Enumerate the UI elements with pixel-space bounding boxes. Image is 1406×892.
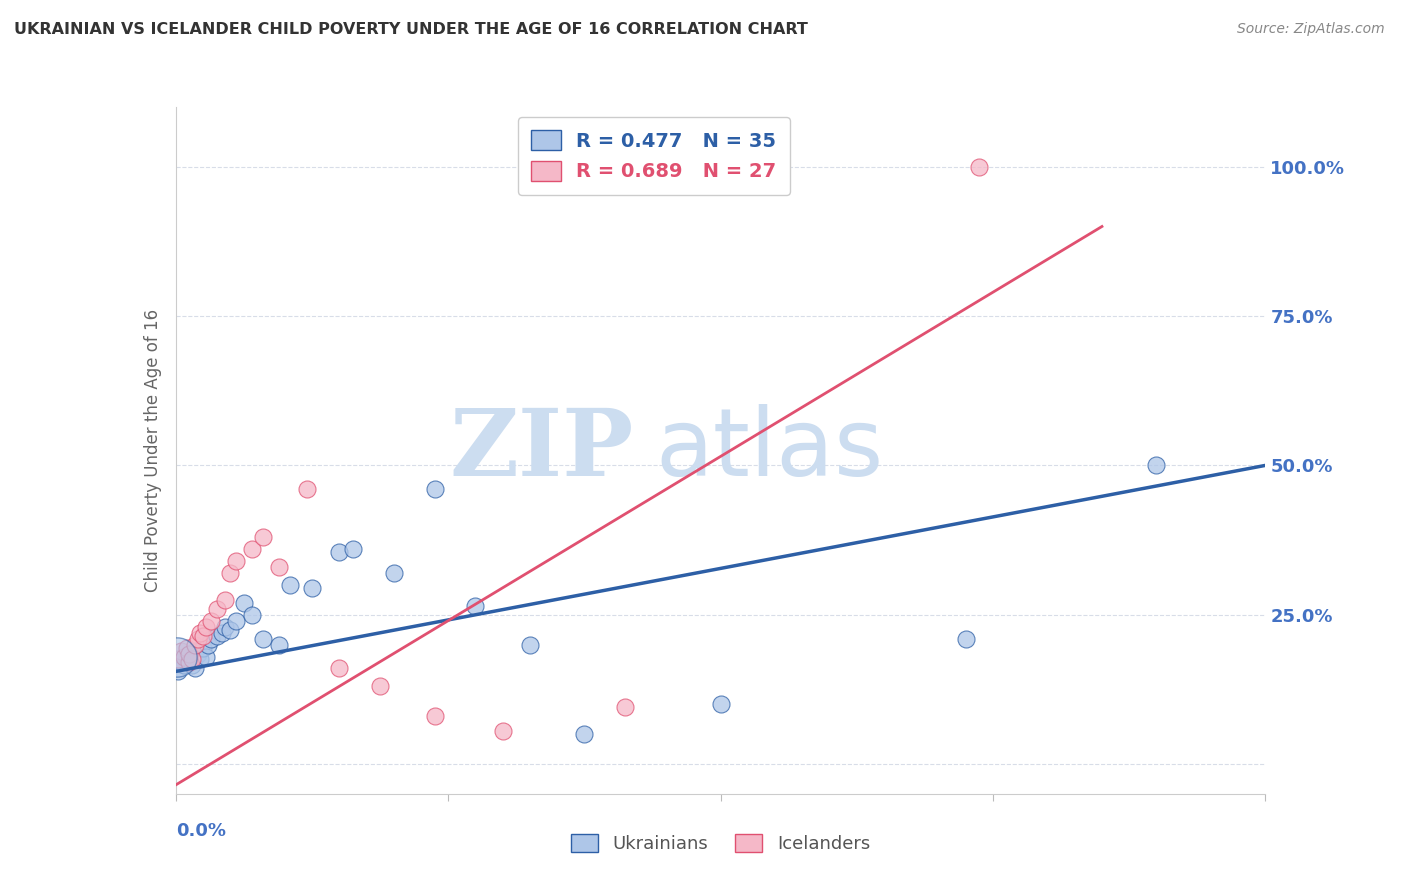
- Point: [252, 632, 274, 646]
- Point: [211, 625, 233, 640]
- Point: [225, 614, 247, 628]
- Point: [184, 643, 207, 657]
- Legend: Ukrainians, Icelanders: Ukrainians, Icelanders: [564, 827, 877, 861]
- Point: [252, 530, 274, 544]
- Point: [197, 638, 219, 652]
- Point: [969, 160, 991, 174]
- Point: [214, 620, 236, 634]
- Point: [232, 596, 254, 610]
- Point: [710, 698, 733, 712]
- Point: [179, 656, 201, 670]
- Point: [205, 629, 228, 643]
- Point: [179, 649, 201, 664]
- Point: [200, 614, 222, 628]
- Point: [423, 709, 446, 723]
- Point: [188, 625, 211, 640]
- Point: [464, 599, 486, 613]
- Point: [240, 541, 263, 556]
- Point: [179, 647, 201, 661]
- Point: [200, 632, 222, 646]
- Point: [191, 640, 214, 655]
- Text: 0.0%: 0.0%: [176, 822, 226, 840]
- Point: [173, 658, 195, 673]
- Y-axis label: Child Poverty Under the Age of 16: Child Poverty Under the Age of 16: [143, 309, 162, 592]
- Point: [186, 632, 209, 646]
- Point: [278, 578, 301, 592]
- Text: atlas: atlas: [655, 404, 883, 497]
- Point: [269, 560, 291, 574]
- Text: UKRAINIAN VS ICELANDER CHILD POVERTY UNDER THE AGE OF 16 CORRELATION CHART: UKRAINIAN VS ICELANDER CHILD POVERTY UND…: [14, 22, 808, 37]
- Point: [170, 643, 193, 657]
- Text: ZIP: ZIP: [449, 406, 633, 495]
- Point: [194, 620, 217, 634]
- Text: Source: ZipAtlas.com: Source: ZipAtlas.com: [1237, 22, 1385, 37]
- Point: [191, 629, 214, 643]
- Point: [328, 661, 350, 675]
- Point: [184, 661, 207, 675]
- Point: [181, 658, 204, 673]
- Point: [295, 483, 318, 497]
- Point: [176, 640, 198, 655]
- Point: [186, 647, 209, 661]
- Point: [368, 679, 391, 693]
- Point: [167, 652, 190, 666]
- Point: [205, 601, 228, 615]
- Point: [219, 566, 242, 580]
- Point: [269, 638, 291, 652]
- Point: [181, 652, 204, 666]
- Point: [176, 652, 198, 666]
- Point: [167, 665, 190, 679]
- Point: [188, 652, 211, 666]
- Point: [240, 607, 263, 622]
- Point: [301, 581, 323, 595]
- Point: [166, 649, 188, 664]
- Point: [225, 554, 247, 568]
- Point: [382, 566, 405, 580]
- Point: [194, 649, 217, 664]
- Point: [219, 623, 242, 637]
- Point: [184, 638, 207, 652]
- Point: [492, 724, 515, 739]
- Point: [519, 638, 541, 652]
- Point: [574, 727, 596, 741]
- Point: [173, 649, 195, 664]
- Point: [214, 592, 236, 607]
- Point: [1144, 458, 1167, 473]
- Point: [423, 483, 446, 497]
- Point: [170, 656, 193, 670]
- Point: [614, 700, 637, 714]
- Point: [342, 541, 364, 556]
- Point: [328, 545, 350, 559]
- Point: [955, 632, 977, 646]
